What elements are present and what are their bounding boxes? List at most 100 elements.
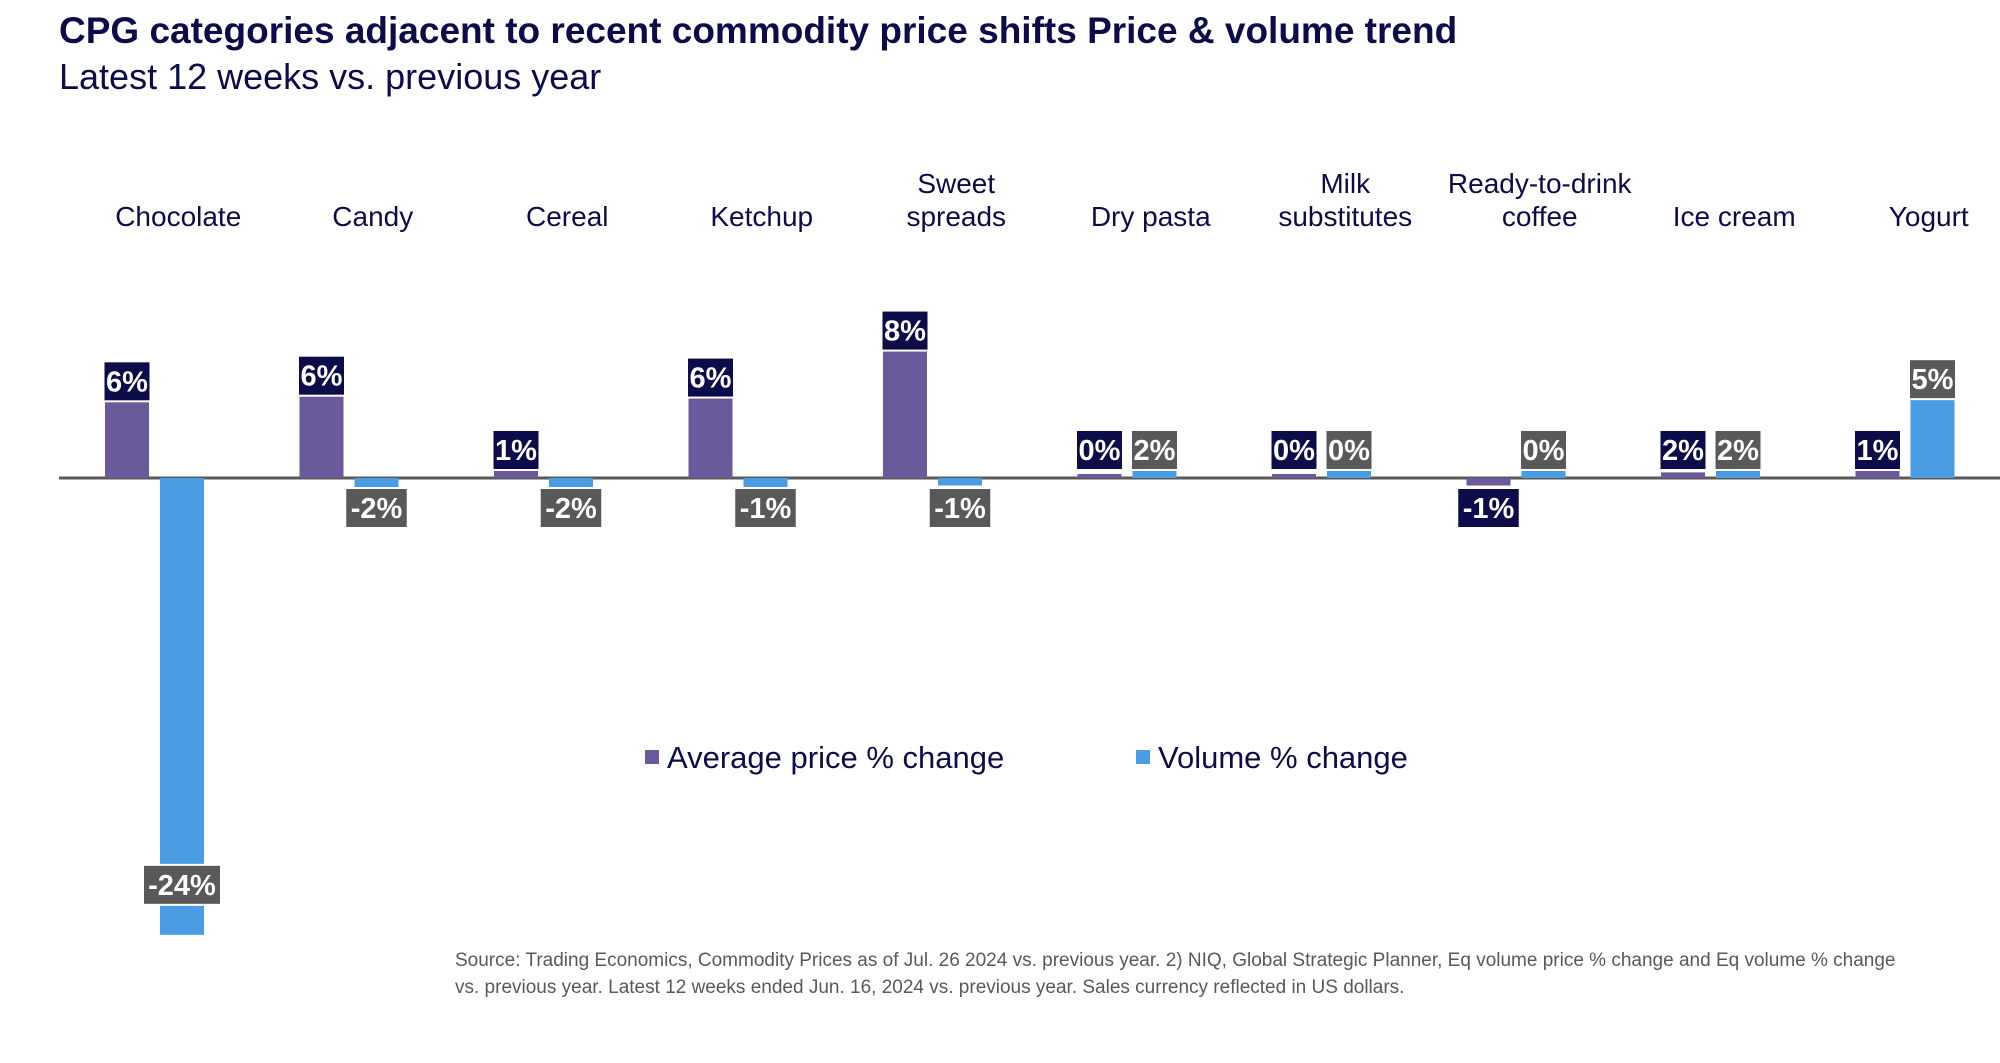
category-label: Chocolate [115,201,241,232]
volume-bar [1521,470,1566,478]
volume-data-label-text: -2% [351,493,403,525]
volume-data-label: 0% [1519,429,1568,471]
volume-data-label-box [1324,429,1374,471]
category-label: Candy [332,201,413,232]
volume-data-label: -2% [538,487,604,529]
price-data-label-text: 6% [301,361,343,393]
volume-data-label: -1% [927,487,993,529]
volume-data-label: -2% [344,487,409,529]
volume-data-label: 5% [1908,358,1957,401]
volume-data-label-text: 0% [1523,435,1565,467]
category-label: Yogurt [1889,201,1969,232]
price-data-label-box [1658,429,1708,471]
category-label-line: Chocolate [115,201,241,232]
price-data-label-box [491,429,541,471]
price-data-label-text: 1% [1857,435,1899,467]
volume-bar [1132,470,1177,478]
price-data-label: -1% [1456,487,1521,529]
category-label-line: Ice cream [1673,201,1796,232]
price-data-label-box [1269,429,1319,471]
volume-data-label-text: 2% [1134,435,1176,467]
price-data-label-text: 0% [1079,435,1121,467]
volume-data-label-box [1713,429,1763,471]
price-bar [494,466,538,478]
category-label: Sweet spreads [906,168,1006,232]
price-data-label-text: 1% [495,435,537,467]
volume-bar [1327,470,1371,478]
volume-data-label: 2% [1713,429,1763,471]
price-bar [1661,472,1705,478]
category-label: Milk substitutes [1278,168,1412,232]
price-data-label-box [1075,429,1124,471]
price-data-label: 6% [686,356,735,399]
volume-data-label-text: -24% [148,870,216,902]
price-data-label: 6% [102,360,152,403]
category-label-line: Dry pasta [1091,201,1211,232]
price-data-label-box [1456,487,1521,529]
category-label-line: Ready-to-drink [1448,168,1633,199]
volume-data-label-box [1908,358,1957,401]
category-label: Ketchup [710,201,813,232]
legend-swatch [1136,750,1150,764]
legend-swatch [645,750,659,764]
volume-data-label-text: 0% [1328,435,1370,467]
price-data-label-box [686,356,735,399]
volume-data-label-box [142,863,222,906]
volume-data-label: 0% [1324,429,1374,471]
category-label-line: Ketchup [710,201,813,232]
category-label-line: Yogurt [1889,201,1969,232]
price-data-label: 8% [880,309,930,352]
volume-data-label-box [1519,429,1568,471]
price-data-label: 0% [1075,429,1124,471]
volume-bar [1910,397,1955,478]
price-data-label-box [880,309,930,352]
volume-data-label-box [538,487,604,529]
volume-data-label-box [344,487,409,529]
price-data-label-text: 2% [1662,435,1704,467]
price-bar [1855,468,1900,478]
price-bar [1077,474,1122,478]
price-data-label-box [102,360,152,403]
volume-data-label: -24% [142,863,222,906]
price-bar [1466,478,1511,486]
chart-subtitle: Latest 12 weeks vs. previous year [59,56,602,97]
price-data-label-text: -1% [1463,493,1515,525]
category-label: Dry pasta [1091,201,1211,232]
volume-data-label-text: 2% [1717,435,1759,467]
category-label-line: Milk [1320,168,1371,199]
volume-data-label: -1% [733,487,798,529]
price-data-label-box [297,354,346,397]
volume-bar [160,478,204,935]
category-label-line: Cereal [526,201,608,232]
volume-data-label-text: -2% [545,493,597,525]
price-data-label: 1% [491,429,541,471]
category-label: Cereal [526,201,608,232]
volume-bar [938,478,982,486]
category-label-line: Candy [332,201,413,232]
price-data-label: 1% [1853,429,1902,471]
category-label-line: spreads [906,201,1006,232]
volume-data-label-text: 5% [1912,364,1954,396]
price-bar [1272,474,1316,478]
price-data-label-text: 6% [106,366,148,398]
volume-data-label-box [733,487,798,529]
price-data-label-text: 6% [690,363,732,395]
price-data-label-text: 8% [884,316,926,348]
legend-label: Average price % change [667,740,1004,775]
category-label-line: Sweet [917,168,995,199]
price-data-label: 2% [1658,429,1708,471]
price-data-label: 0% [1269,429,1319,471]
bar-chart: Chocolate Candy Cereal Ketchup Sweet spreads D… [59,168,2000,935]
chart-title: CPG categories adjacent to recent commod… [59,10,1458,51]
price-data-label-text: 0% [1273,435,1315,467]
volume-data-label-box [927,487,993,529]
category-label-line: coffee [1502,201,1578,232]
price-data-label-box [1853,429,1902,471]
category-label: Ready-to-drink coffee [1448,168,1633,232]
category-label: Ice cream [1673,201,1796,232]
volume-data-label-box [1130,429,1179,471]
legend-label: Volume % change [1158,740,1408,775]
source-note: Source: Trading Economics, Commodity Pri… [455,950,1896,998]
price-data-label: 6% [297,354,346,397]
